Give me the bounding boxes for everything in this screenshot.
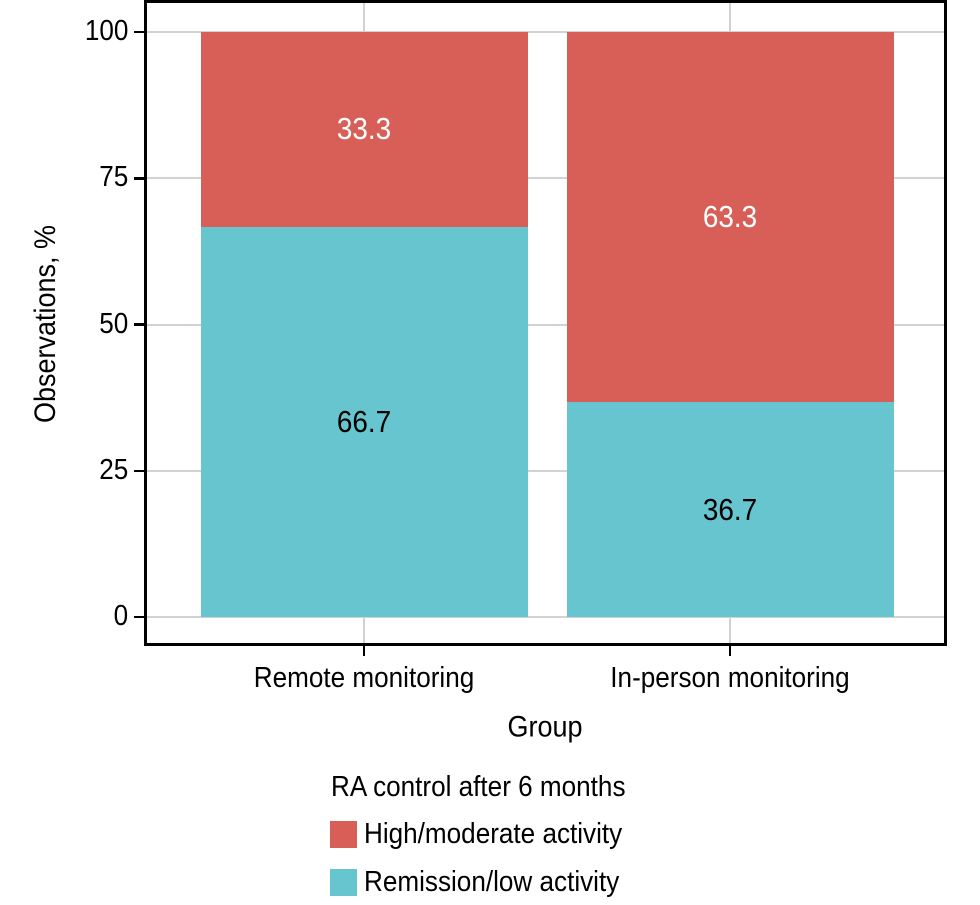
y-tick-label: 50: [98, 307, 128, 340]
bar-value-label: 33.3: [336, 111, 392, 147]
gridline-y-50: [147, 323, 944, 326]
bar-value-label: 36.7: [702, 491, 758, 527]
x-tick-label: In-person monitoring: [610, 662, 850, 695]
bar-segment: [566, 32, 894, 403]
gridline-y-0: [147, 616, 944, 618]
y-tick-mark: [134, 469, 144, 472]
x-axis-title: Group: [507, 710, 583, 744]
y-tick-mark: [134, 177, 144, 180]
legend-title: RA control after 6 months: [331, 771, 626, 804]
bar-segment: [200, 226, 528, 617]
legend-item-label: Remission/low activity: [364, 866, 620, 899]
gridline-y-100: [147, 31, 944, 33]
bar-value-label: 66.7: [336, 403, 392, 439]
x-tick-mark: [362, 646, 366, 656]
y-axis-title: Observations, %: [29, 224, 62, 424]
bar-segment: [566, 402, 894, 617]
y-tick-mark: [134, 30, 144, 34]
y-tick-label: 75: [98, 161, 128, 194]
y-tick-label: 100: [84, 15, 128, 48]
bar-value-label: 63.3: [702, 199, 758, 235]
gridline-y-25: [147, 469, 944, 472]
x-tick-mark: [728, 646, 732, 656]
y-tick-mark: [134, 323, 144, 326]
legend-swatch-icon: [330, 869, 357, 896]
y-tick-mark: [134, 615, 144, 619]
y-tick-label: 25: [98, 453, 128, 486]
legend-item-label: High/moderate activity: [364, 818, 623, 851]
y-tick-label: 0: [113, 600, 128, 633]
plot-panel: 33.3 66.7 63.3 36.7: [147, 3, 944, 643]
bar-segment: [200, 32, 528, 227]
gridline-y-75: [147, 177, 944, 180]
legend-swatch-icon: [330, 821, 357, 848]
x-tick-label: Remote monitoring: [253, 662, 475, 695]
